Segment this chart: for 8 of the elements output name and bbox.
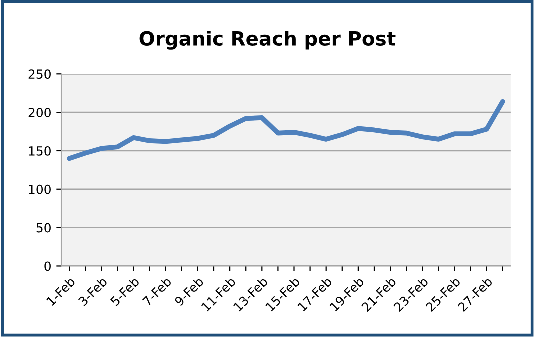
y-tick-label: 0 [44,262,51,272]
y-tick-label: 50 [36,223,51,233]
y-tick-label: 150 [29,146,51,156]
chart-title: Organic Reach per Post [140,30,396,50]
line-series [67,99,506,162]
y-tick-label: 200 [28,108,51,118]
y-tick-label: 250 [28,70,51,80]
y-tick-label: 100 [29,184,51,194]
